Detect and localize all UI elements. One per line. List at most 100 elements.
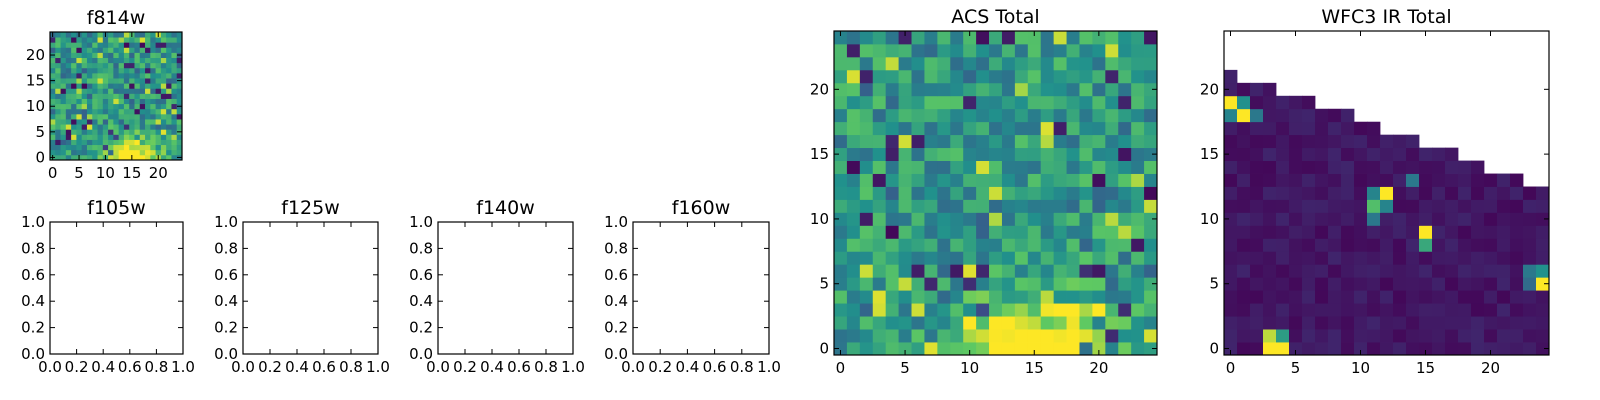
heatmap-cell — [1458, 303, 1472, 317]
heatmap-cell — [834, 277, 848, 291]
y-tick-label: 1.0 — [21, 213, 45, 231]
heatmap-cell — [1014, 238, 1029, 252]
heatmap-cell — [139, 47, 146, 53]
heatmap-cell — [1380, 342, 1394, 356]
heatmap-cell — [150, 78, 156, 84]
heatmap-cell — [1105, 134, 1119, 149]
heatmap-cell — [97, 134, 104, 140]
heatmap-cell — [924, 316, 938, 330]
heatmap-cell — [160, 62, 167, 69]
heatmap-cell — [97, 93, 104, 99]
heatmap-cell — [1118, 329, 1132, 343]
heatmap-cell — [1263, 212, 1277, 226]
heatmap-cell — [145, 154, 151, 161]
heatmap-cell — [55, 67, 61, 74]
heatmap-cell — [950, 199, 964, 213]
heatmap-cell — [155, 124, 162, 130]
heatmap-cell — [1367, 134, 1381, 149]
heatmap-cell — [1105, 238, 1119, 252]
heatmap-cell — [65, 57, 72, 64]
heatmap-cell — [1079, 108, 1093, 123]
heatmap-cell — [76, 62, 83, 69]
heatmap-cell — [963, 303, 977, 317]
heatmap-cell — [71, 113, 77, 120]
y-tick-label: 0.6 — [409, 266, 433, 284]
heatmap-cell — [123, 144, 130, 151]
heatmap-cell — [150, 47, 156, 53]
heatmap-cell — [145, 57, 151, 64]
heatmap-cell — [155, 72, 162, 79]
heatmap-cell — [1066, 238, 1080, 252]
x-tick-label: 15 — [1025, 359, 1044, 377]
heatmap-cell — [1105, 108, 1119, 123]
heatmap-cell — [129, 78, 135, 84]
heatmap-cell — [1027, 277, 1042, 291]
heatmap-cell — [118, 32, 125, 38]
heatmap-cell — [924, 264, 938, 278]
heatmap-cell — [1014, 134, 1029, 149]
y-tick-label: 5 — [819, 275, 829, 293]
heatmap-cell — [1445, 212, 1459, 226]
heatmap-cell — [1471, 212, 1485, 226]
heatmap-cell — [1105, 43, 1119, 58]
heatmap-cell — [155, 42, 162, 48]
heatmap-cell — [171, 144, 178, 151]
heatmap-cell — [123, 134, 130, 140]
heatmap-cell — [1027, 238, 1042, 252]
heatmap-cell — [71, 103, 77, 110]
heatmap-cell — [166, 119, 172, 125]
heatmap-cell — [1471, 264, 1485, 278]
y-tick-label: 0.0 — [409, 345, 433, 363]
heatmap-cell — [1014, 199, 1029, 213]
heatmap-cell — [1510, 199, 1524, 213]
heatmap-cell — [171, 37, 178, 43]
heatmap-cell — [1276, 121, 1290, 136]
heatmap-cell — [885, 316, 899, 330]
heatmap-cell — [71, 42, 77, 48]
heatmap-cell — [176, 67, 183, 74]
heatmap-cell — [1523, 251, 1537, 265]
x-tick-label: 0.0 — [231, 358, 255, 376]
heatmap-cell — [1092, 147, 1106, 161]
heatmap-cell — [1118, 160, 1132, 174]
heatmap-cell — [885, 186, 899, 200]
heatmap-cell — [1445, 277, 1459, 291]
heatmap-cell — [1276, 212, 1290, 226]
x-tick-label: 10 — [96, 164, 115, 182]
heatmap-cell — [976, 264, 990, 278]
heatmap-cell — [1250, 121, 1264, 136]
heatmap-cell — [65, 119, 72, 125]
heatmap-cell — [1341, 186, 1355, 200]
heatmap-cell — [911, 264, 925, 278]
heatmap-cell — [86, 149, 93, 156]
heatmap-cell — [150, 37, 156, 43]
heatmap-cell — [1484, 290, 1498, 304]
heatmap-cell — [1144, 82, 1158, 97]
heatmap-cell — [1131, 160, 1145, 174]
heatmap-cell — [176, 88, 183, 94]
heatmap-cell — [976, 316, 990, 330]
heatmap-cell — [846, 31, 861, 45]
heatmap-cell — [55, 93, 61, 99]
heatmap-cell — [129, 149, 135, 156]
heatmap-cell — [989, 186, 1003, 200]
heatmap-cell — [1131, 303, 1145, 317]
heatmap-cell — [1105, 31, 1119, 45]
heatmap-cell — [1053, 186, 1067, 200]
heatmap-cell — [1341, 264, 1355, 278]
heatmap-cell — [92, 93, 98, 99]
heatmap-cell — [1027, 329, 1042, 343]
heatmap-cell — [1510, 173, 1524, 187]
heatmap-cell — [989, 121, 1003, 136]
heatmap-cell — [963, 134, 977, 149]
heatmap-cell — [885, 95, 899, 110]
heatmap-cell — [1224, 264, 1238, 278]
heatmap-cell — [160, 72, 167, 79]
heatmap-cell — [898, 56, 912, 71]
heatmap-cell — [97, 83, 104, 89]
heatmap-cell — [1250, 342, 1264, 356]
heatmap-cell — [171, 47, 178, 53]
heatmap-cell — [102, 93, 109, 99]
heatmap-cell — [1001, 147, 1016, 161]
